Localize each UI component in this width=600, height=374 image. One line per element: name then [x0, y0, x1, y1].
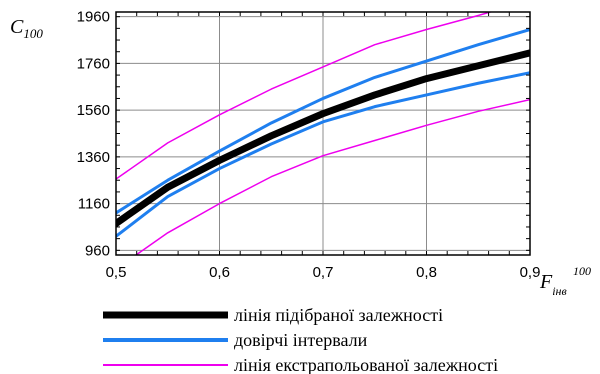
legend-label: довірчі інтервали: [234, 330, 368, 350]
y-axis-label: C100: [10, 16, 43, 41]
series-line: [116, 12, 493, 180]
series-line: [116, 28, 530, 215]
y-axis-label-sub: 100: [23, 26, 43, 41]
y-tick-label: 1560: [77, 102, 110, 119]
x-axis-label-sub: інв: [552, 284, 567, 298]
x-tick-label: 0,7: [313, 264, 334, 281]
y-tick-label: 1760: [77, 55, 110, 72]
ticks: 0,5 0,6 0,7 0,8 0,9 960 1160 1360 1560 1760 1960: [77, 9, 541, 281]
x-tick-label: 0,9: [520, 264, 541, 281]
x-axis-label-sup: 100: [573, 264, 591, 278]
x-axis-label-main: F: [539, 271, 553, 293]
y-tick-label: 960: [85, 242, 110, 259]
y-tick-label: 1960: [77, 9, 110, 26]
series-line: [134, 98, 530, 255]
series-layer: [116, 12, 530, 255]
series-line: [116, 71, 530, 238]
series-line: [116, 49, 530, 227]
legend: лінія підібраної залежності довірчі інтер…: [103, 305, 498, 374]
x-tick-label: 0,5: [106, 264, 127, 281]
x-axis-label: Fінв 100: [539, 264, 591, 298]
y-axis-label-main: C: [10, 16, 24, 38]
legend-label: лінія підібраної залежності: [234, 305, 443, 325]
y-tick-label: 1160: [78, 196, 110, 213]
legend-label: лінія екстрапольованої залежності: [234, 355, 498, 374]
y-tick-label: 1360: [77, 149, 110, 166]
x-tick-label: 0,6: [209, 264, 230, 281]
x-tick-label: 0,8: [416, 264, 437, 281]
